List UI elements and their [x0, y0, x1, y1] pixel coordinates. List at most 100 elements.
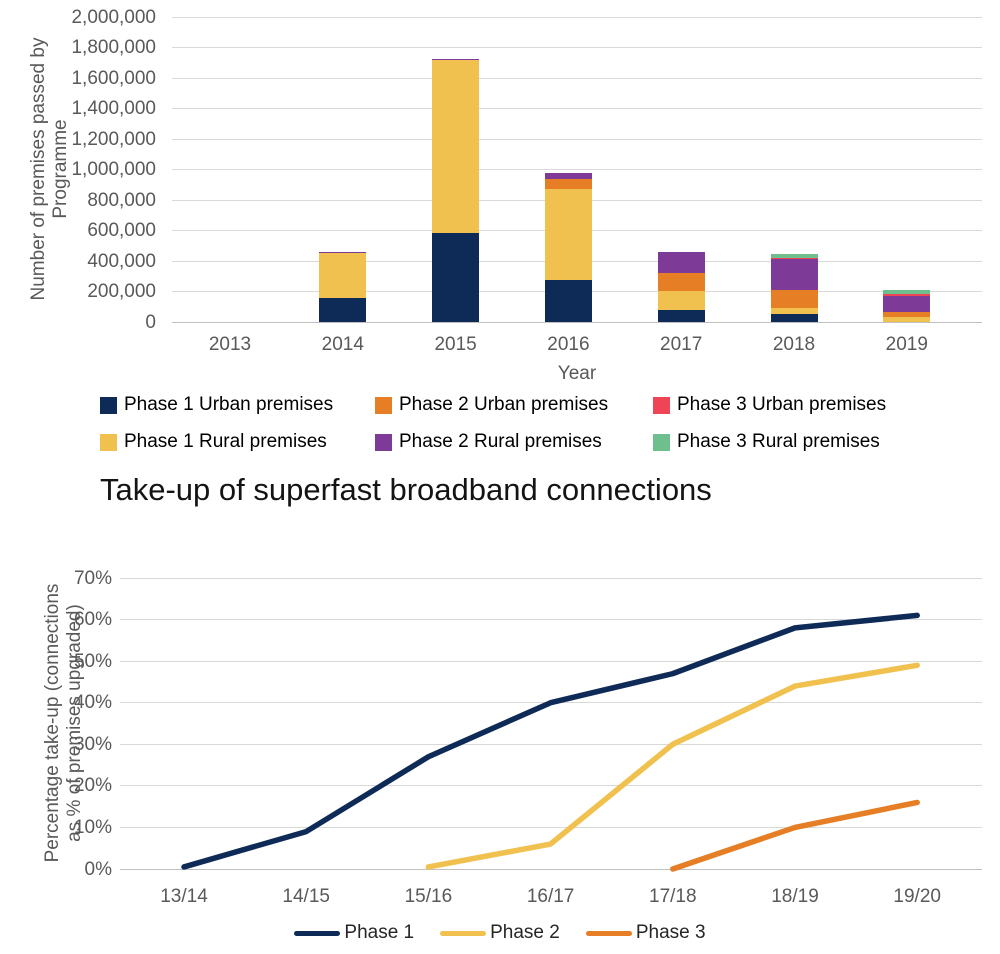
bar-segment-2016-phase-2-urban-premises: [544, 178, 592, 190]
line-legend-item-phase-1: Phase 1: [294, 922, 414, 944]
legend-swatch-phase-2-rural-premises: [375, 433, 392, 451]
bar-y-tick-label: 1,200,000: [71, 128, 156, 150]
line-x-tick-label: 15/16: [404, 886, 453, 907]
line-gridline: [120, 743, 982, 745]
line-chart-legend: Phase 1 Phase 2 Phase 3: [0, 922, 1000, 944]
bar-segment-2018-phase-2-rural-premises: [770, 259, 818, 290]
line-legend-item-phase-2: Phase 2: [440, 922, 560, 944]
line-series-phase-2: [425, 662, 920, 870]
line-gridline: [120, 826, 982, 828]
line-series-svg: [181, 612, 920, 872]
bar-y-tick-label: 2,000,000: [71, 6, 156, 28]
bar-x-tick-label: 2013: [208, 334, 252, 355]
line-legend-swatch-phase-1: [294, 930, 341, 936]
bar-segment-2018-phase-2-urban-premises: [770, 289, 818, 308]
legend-label: Phase 3 Urban premises: [677, 394, 887, 415]
bar-gridline: [172, 169, 982, 170]
line-x-tick-label: 13/14: [160, 886, 208, 907]
legend-label: Phase 2 Urban premises: [399, 394, 609, 415]
bar-segment-2014-phase-1-rural-premises: [319, 253, 367, 299]
bar-gridline: [172, 77, 982, 79]
bar-segment-2014-phase-1-urban-premises: [319, 298, 367, 322]
line-y-tick-label: 70%: [73, 567, 112, 589]
legend-swatch-phase-3-urban-premises: [653, 396, 670, 414]
bar-chart-plot-area: 0 200,000 400,000 600,000 800,000 1,000,000 1,…: [0, 0, 1000, 460]
line-y-tick-label: 40%: [73, 692, 112, 714]
line-y-tick-label: 50%: [73, 650, 112, 672]
bar-gridline: [172, 16, 982, 18]
bar-segment-2019-phase-2-urban-premises: [883, 311, 931, 318]
line-y-tick-label: 30%: [73, 733, 112, 755]
legend-label: Phase 2 Rural premises: [399, 431, 602, 452]
bar-x-tick-label: 2016: [547, 334, 590, 355]
line-gridline: [120, 868, 982, 870]
bar-y-tick-label: 600,000: [87, 220, 156, 241]
bar-segment-2015-phase-1-rural-premises: [432, 60, 480, 233]
line-y-tick-label: 0%: [84, 858, 112, 880]
line-legend-label: Phase 2: [490, 922, 560, 943]
bar-segment-2017-phase-1-urban-premises: [657, 310, 705, 322]
bar-x-tick-label: 2019: [885, 334, 928, 355]
legend-item-phase-3-urban-premises: Phase 3 Urban premises: [653, 394, 886, 416]
bar-segment-2014-phase-2-rural-premises: [319, 252, 367, 254]
bar-y-tick-label: 800,000: [87, 189, 156, 211]
legend-swatch-phase-1-urban-premises: [100, 396, 117, 414]
bar-chart-legend: Phase 1 Urban premises Phase 2 Urban prem…: [0, 0, 1000, 460]
bar-segment-2017-phase-2-rural-premises: [657, 252, 705, 273]
legend-item-phase-1-rural-premises: Phase 1 Rural premises: [100, 431, 327, 453]
legend-label: Phase 1 Urban premises: [124, 394, 334, 415]
bar-segment-2019-phase-1-rural-premises: [883, 317, 931, 322]
line-x-tick-label: 14/15: [282, 886, 330, 907]
bar-segment-2015-phase-1-urban-premises: [432, 232, 480, 322]
bar-x-tick-label: 2015: [434, 334, 477, 355]
bar-y-tick-label: 1,400,000: [71, 98, 156, 119]
bar-segment-2016-phase-2-rural-premises: [544, 172, 592, 179]
bar-segment-2018-phase-3-rural-premises: [770, 254, 818, 258]
bar-x-tick-label: 2018: [772, 334, 816, 355]
line-y-tick-label: 10%: [73, 816, 112, 838]
bar-segment-2015-phase-2-rural-premises: [432, 58, 480, 61]
legend-item-phase-1-urban-premises: Phase 1 Urban premises: [100, 394, 333, 416]
bar-segment-2018-phase-3-urban-premises: [770, 257, 818, 260]
bar-gridline: [172, 138, 982, 140]
line-gridline: [120, 785, 982, 787]
bar-segment-2018-phase-1-rural-premises: [770, 307, 818, 315]
bar-y-tick-label: 1,800,000: [71, 37, 156, 58]
legend-swatch-phase-1-rural-premises: [100, 433, 117, 451]
bar-segment-2016-phase-1-rural-premises: [544, 189, 592, 281]
bar-segment-2018-phase-1-urban-premises: [770, 314, 818, 322]
bar-segment-2019-phase-3-urban-premises: [883, 294, 931, 297]
line-gridline: [120, 577, 982, 579]
line-x-tick-label: 17/18: [649, 886, 697, 907]
line-chart-title: Take-up of superfast broadband connectio…: [100, 472, 712, 507]
legend-item-phase-2-urban-premises: Phase 2 Urban premises: [375, 394, 608, 416]
take-up-line-chart: Percentage take-up (connections as % of p…: [0, 550, 1000, 954]
line-series-phase-1: [181, 612, 920, 870]
line-series-phase-3: [670, 799, 920, 872]
bar-gridline: [172, 108, 982, 109]
legend-item-phase-2-rural-premises: Phase 2 Rural premises: [375, 431, 602, 453]
line-x-tick-label: 16/17: [526, 886, 575, 907]
line-legend-swatch-phase-2: [440, 930, 487, 936]
line-y-tick-label: 20%: [73, 775, 112, 797]
bar-segment-2016-phase-1-urban-premises: [544, 280, 592, 322]
legend-label: Phase 1 Rural premises: [124, 431, 327, 452]
legend-swatch-phase-3-rural-premises: [653, 433, 670, 451]
bar-gridline: [172, 321, 982, 323]
legend-label: Phase 3 Rural premises: [677, 431, 880, 452]
line-y-tick-label: 60%: [73, 609, 112, 631]
bar-y-tick-label: 0: [145, 311, 156, 333]
bar-segment-2019-phase-3-rural-premises: [883, 290, 931, 295]
line-legend-swatch-phase-3: [585, 930, 632, 936]
line-gridline: [120, 619, 982, 621]
bar-y-tick-label: 1,000,000: [71, 159, 156, 180]
bar-segment-2019-phase-2-rural-premises: [883, 296, 931, 312]
bar-y-tick-label: 400,000: [87, 250, 156, 272]
bar-y-tick-label: 1,600,000: [71, 67, 156, 89]
legend-swatch-phase-2-urban-premises: [375, 396, 392, 414]
line-legend-item-phase-3: Phase 3: [585, 922, 706, 944]
bar-x-tick-label: 2014: [321, 334, 364, 355]
line-gridline: [120, 660, 982, 662]
